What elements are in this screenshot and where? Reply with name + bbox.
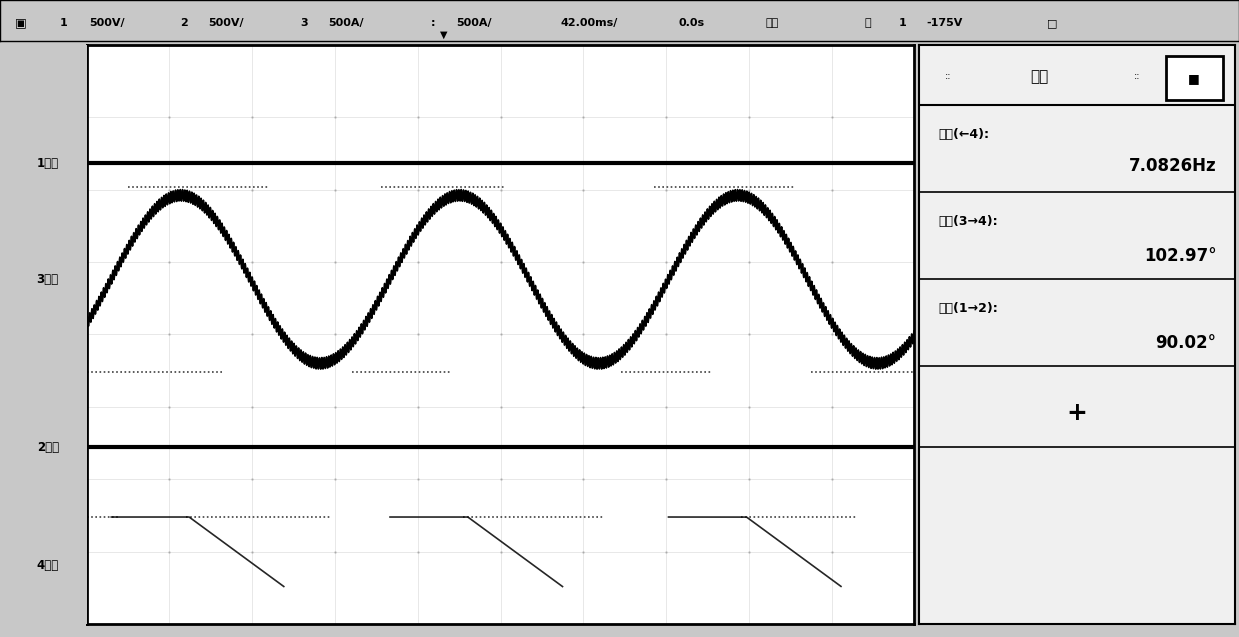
Text: 相移(3→4):: 相移(3→4): [938,215,997,228]
Text: 1: 1 [898,18,906,28]
Text: 1通道: 1通道 [37,157,58,170]
Text: 1: 1 [59,18,67,28]
Text: 当: 当 [865,18,871,28]
Text: ::: :: [1134,71,1141,82]
Text: 2通道: 2通道 [37,441,58,454]
Text: :: : [431,18,436,28]
Text: 0.0s: 0.0s [679,18,705,28]
Text: 停止: 停止 [766,18,779,28]
Text: 500V/: 500V/ [89,18,125,28]
Text: 频率(←4):: 频率(←4): [938,128,989,141]
Text: 3: 3 [300,18,307,28]
Text: ::: :: [944,71,952,82]
Text: ■: ■ [1188,72,1201,85]
Text: 相移(1→2):: 相移(1→2): [938,302,999,315]
Text: 2: 2 [180,18,187,28]
Text: 测量: 测量 [1031,69,1048,84]
Bar [1166,56,1223,99]
Text: 90.02°: 90.02° [1155,334,1217,352]
Text: -175V: -175V [927,18,963,28]
Text: 500V/: 500V/ [208,18,244,28]
Text: 3通道: 3通道 [37,273,58,286]
Text: 102.97°: 102.97° [1144,247,1217,265]
Text: □: □ [1047,18,1057,28]
Text: 500A/: 500A/ [328,18,364,28]
Text: 7.0826Hz: 7.0826Hz [1129,157,1217,175]
Text: ▣: ▣ [15,17,26,29]
Text: 500A/: 500A/ [456,18,492,28]
Text: 42.00ms/: 42.00ms/ [560,18,617,28]
Text: +: + [1067,401,1088,425]
Text: ▼: ▼ [440,29,447,39]
Text: 4通道: 4通道 [37,559,58,572]
